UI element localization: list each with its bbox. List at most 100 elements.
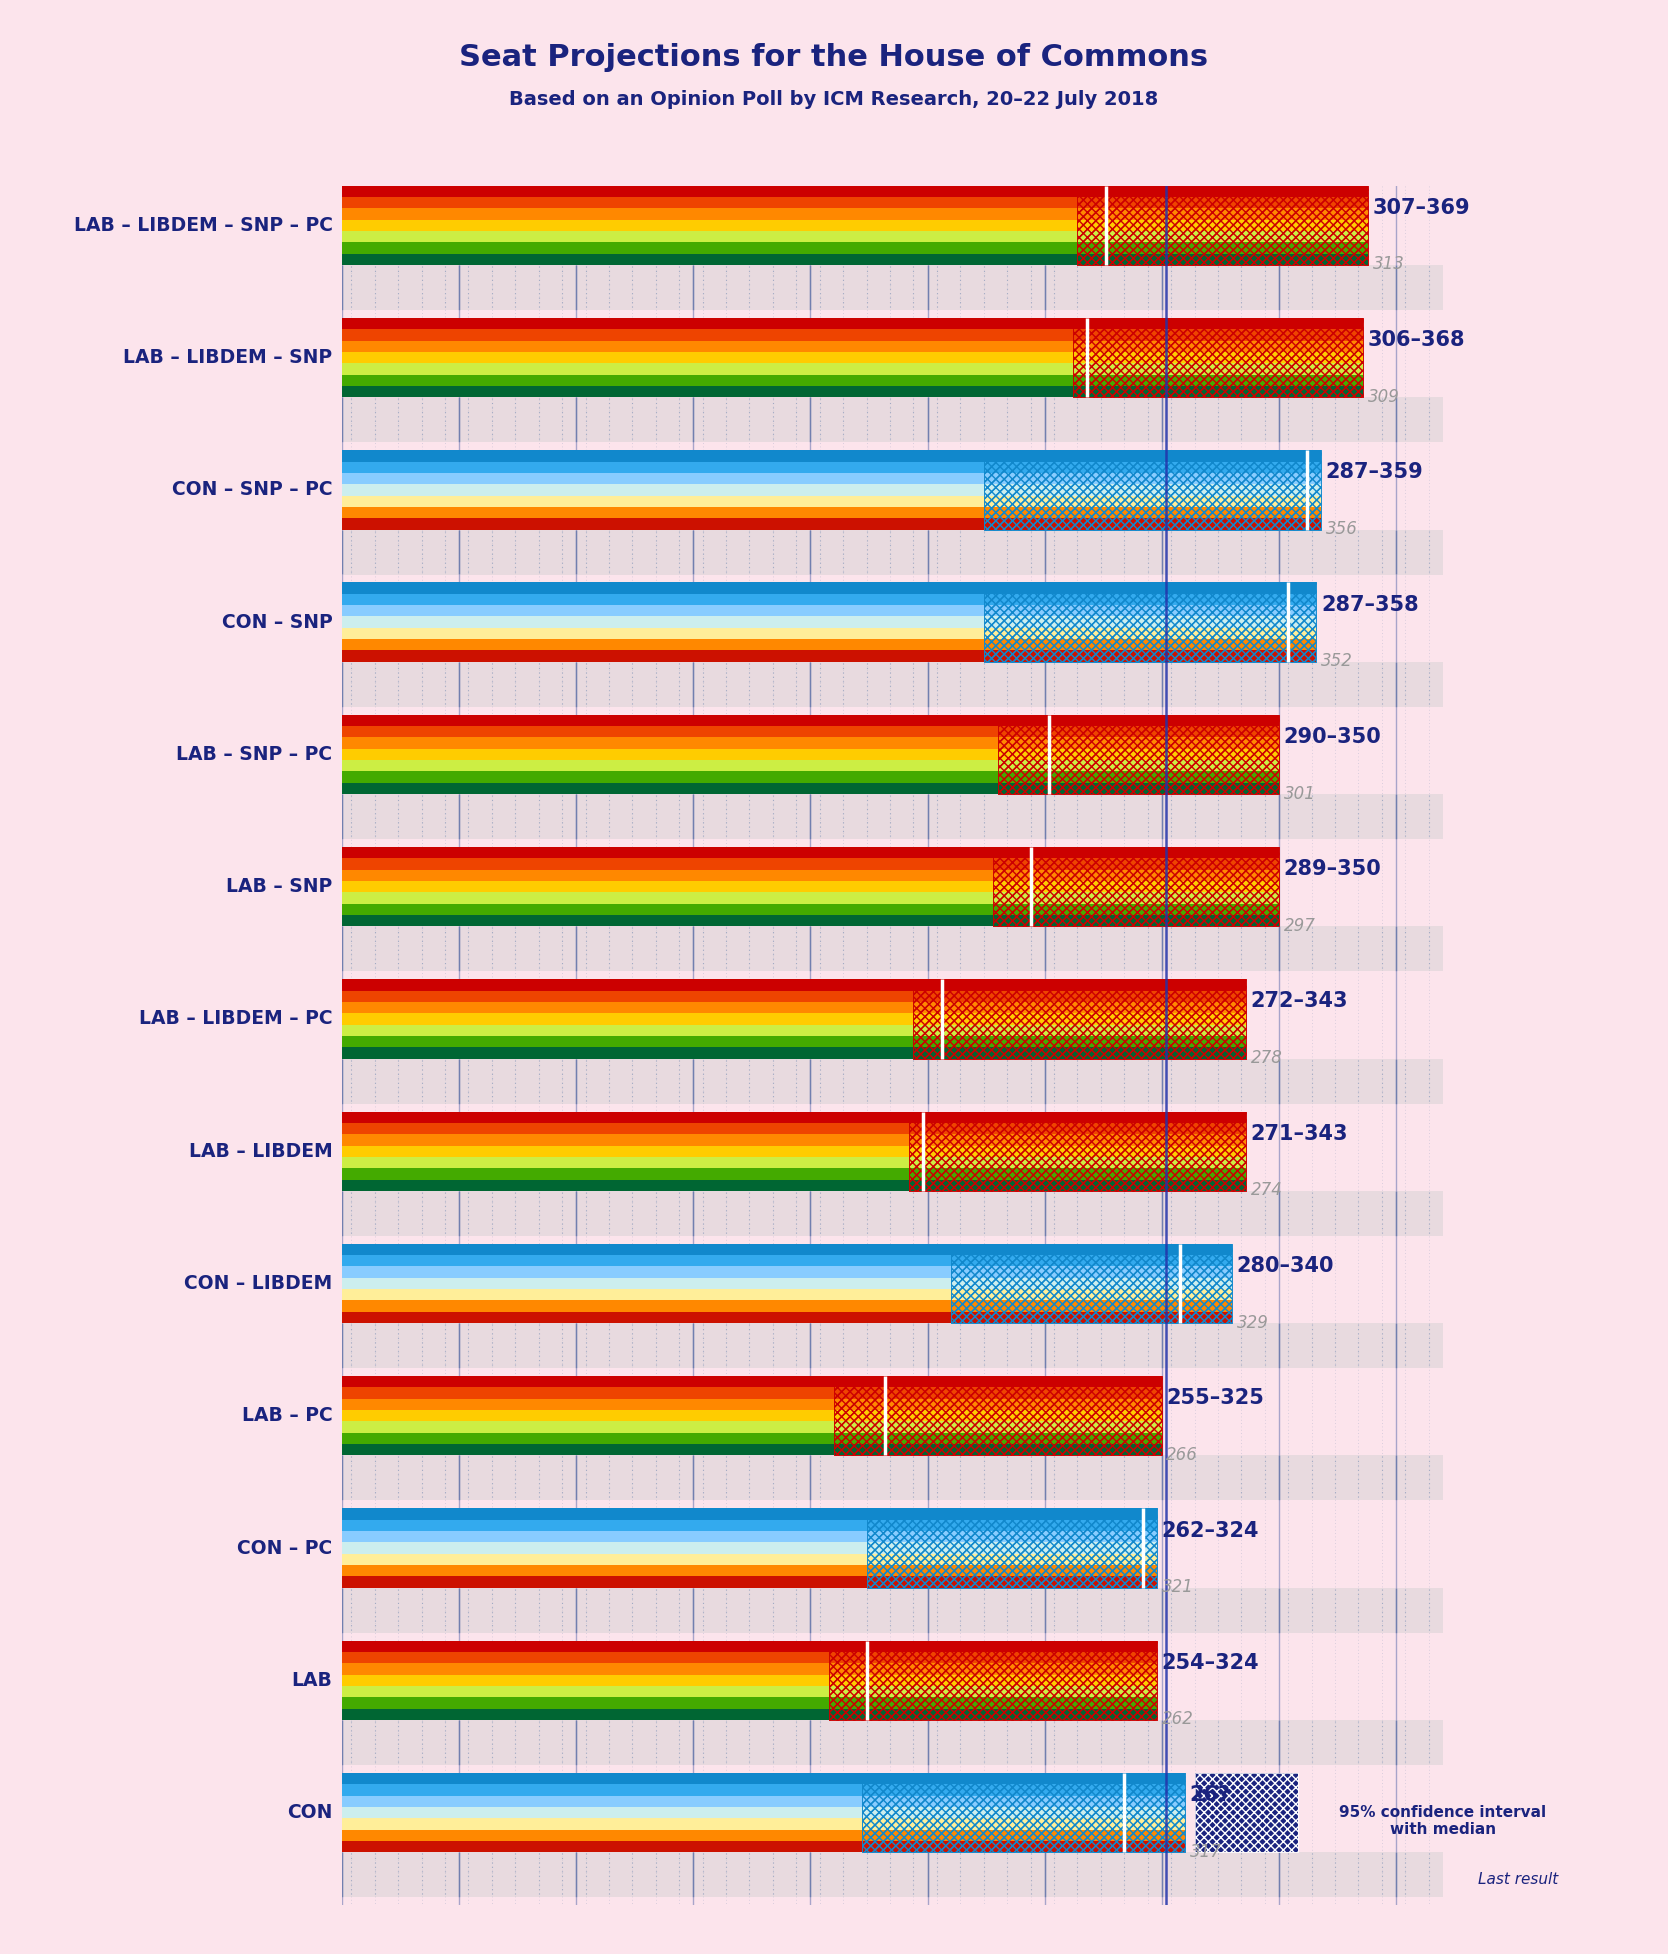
Bar [342,893,669,903]
Bar [992,846,1279,926]
Bar [1078,242,1368,254]
Bar [342,1301,647,1311]
Bar [1073,328,1363,340]
Bar [342,1399,834,1411]
Bar [342,352,1073,363]
Bar [834,1411,1161,1421]
Bar [662,606,984,616]
Text: 287–359: 287–359 [1326,463,1423,483]
Bar [342,1686,829,1698]
Bar [587,1432,834,1444]
Bar [342,1399,589,1411]
Bar [342,1014,629,1024]
Bar [627,1047,914,1059]
Bar [342,375,1073,387]
Bar [342,1589,1443,1634]
Bar [342,1301,951,1311]
Bar [342,1421,834,1432]
Text: 278: 278 [1251,1049,1283,1067]
Bar [342,1772,862,1784]
Text: 289–350: 289–350 [1284,860,1381,879]
Bar [671,737,999,748]
Bar [662,518,984,530]
Bar [984,651,1316,662]
Bar [984,582,1316,662]
Bar [342,231,1078,242]
Bar [834,1376,1161,1456]
Bar [627,1024,914,1036]
Bar [587,1411,834,1421]
Bar [667,881,994,893]
Bar [342,1663,585,1675]
Bar [342,1133,909,1145]
Bar [342,485,984,496]
Bar [709,186,1078,197]
Bar [342,1047,914,1059]
Text: CON – LIBDEM: CON – LIBDEM [185,1274,332,1294]
Text: LAB – PC: LAB – PC [242,1407,332,1424]
Bar [342,870,669,881]
Bar [342,1421,589,1432]
Bar [585,1708,831,1720]
Bar [342,1675,829,1686]
Text: LAB – LIBDEM – SNP: LAB – LIBDEM – SNP [123,348,332,367]
Text: 297: 297 [1284,916,1316,934]
Bar [342,727,997,737]
Bar [992,903,1279,914]
Bar [997,727,1279,737]
Bar [342,727,671,737]
Bar [342,1002,629,1014]
Bar [587,1376,834,1387]
Bar [342,1036,914,1047]
Bar [626,1145,909,1157]
Bar [342,1819,602,1829]
Bar [667,870,994,881]
Bar [342,1323,1443,1368]
Bar [342,737,997,748]
Bar [604,1565,867,1577]
Bar [984,485,1321,496]
Bar [587,1387,834,1399]
Bar [342,387,1073,397]
Bar [342,231,711,242]
Text: CON: CON [287,1804,332,1821]
Bar [342,518,664,530]
Text: LAB – LIBDEM – SNP – PC: LAB – LIBDEM – SNP – PC [73,215,332,234]
Bar [342,1852,1443,1897]
Bar [984,582,1316,662]
Bar [951,1266,1233,1278]
Bar [951,1311,1233,1323]
Bar [342,1577,867,1589]
Bar [342,639,984,651]
Bar [709,209,1078,219]
Bar [342,1157,626,1168]
Bar [342,772,671,784]
Bar [951,1245,1233,1323]
Bar [992,893,1279,903]
Text: Seat Projections for the House of Commons: Seat Projections for the House of Common… [459,43,1209,72]
Bar [342,1311,951,1323]
Bar [342,846,992,858]
Bar [834,1444,1161,1456]
Bar [1078,186,1368,266]
Bar [829,1651,1158,1663]
Bar [342,715,997,727]
Text: 313: 313 [1373,256,1404,274]
Bar [662,449,984,461]
Bar [834,1399,1161,1411]
Bar [1194,1772,1298,1852]
Bar [602,1784,862,1796]
Bar [829,1641,1158,1720]
Bar [984,506,1321,518]
Bar [984,627,1316,639]
Text: 321: 321 [1161,1579,1194,1596]
Bar [867,1508,1158,1520]
Bar [342,209,1078,219]
Text: Last result: Last result [1478,1872,1558,1888]
Bar [342,1047,629,1059]
Bar [707,352,1074,363]
Text: 262–324: 262–324 [1161,1520,1259,1540]
Bar [667,893,994,903]
Bar [984,606,1316,616]
Bar [342,760,671,772]
